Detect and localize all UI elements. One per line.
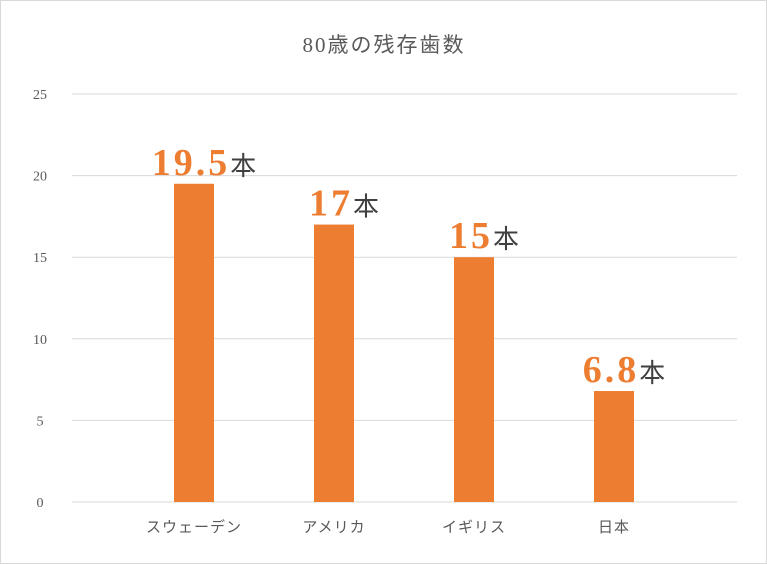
y-tick-label: 10 bbox=[33, 333, 47, 348]
value-number: 19.5 bbox=[152, 142, 231, 184]
value-number: 6.8 bbox=[583, 349, 640, 391]
y-tick-label: 15 bbox=[33, 251, 47, 266]
value-label: 15本 bbox=[449, 215, 519, 257]
bar bbox=[174, 183, 214, 502]
value-unit: 本 bbox=[639, 359, 665, 388]
y-tick-label: 5 bbox=[37, 414, 44, 429]
x-tick-label: 日本 bbox=[598, 519, 630, 536]
value-label: 19.5本 bbox=[152, 142, 257, 184]
bar bbox=[594, 391, 634, 502]
value-unit: 本 bbox=[230, 152, 256, 181]
y-tick-label: 20 bbox=[33, 170, 47, 185]
y-tick-label: 25 bbox=[33, 88, 47, 103]
value-label: 17本 bbox=[309, 183, 379, 225]
value-number: 15 bbox=[449, 215, 493, 257]
y-tick-label: 0 bbox=[37, 496, 44, 511]
value-number: 17 bbox=[309, 183, 353, 225]
bar bbox=[454, 257, 494, 502]
value-label: 6.8本 bbox=[583, 349, 666, 391]
bar bbox=[314, 224, 354, 502]
x-tick-label: イギリス bbox=[442, 519, 506, 536]
value-unit: 本 bbox=[353, 193, 379, 222]
value-unit: 本 bbox=[493, 225, 519, 254]
x-tick-label: アメリカ bbox=[302, 520, 365, 536]
chart-title: 80歳の残存歯数 bbox=[303, 33, 466, 57]
x-tick-label: スウェーデン bbox=[146, 518, 242, 536]
